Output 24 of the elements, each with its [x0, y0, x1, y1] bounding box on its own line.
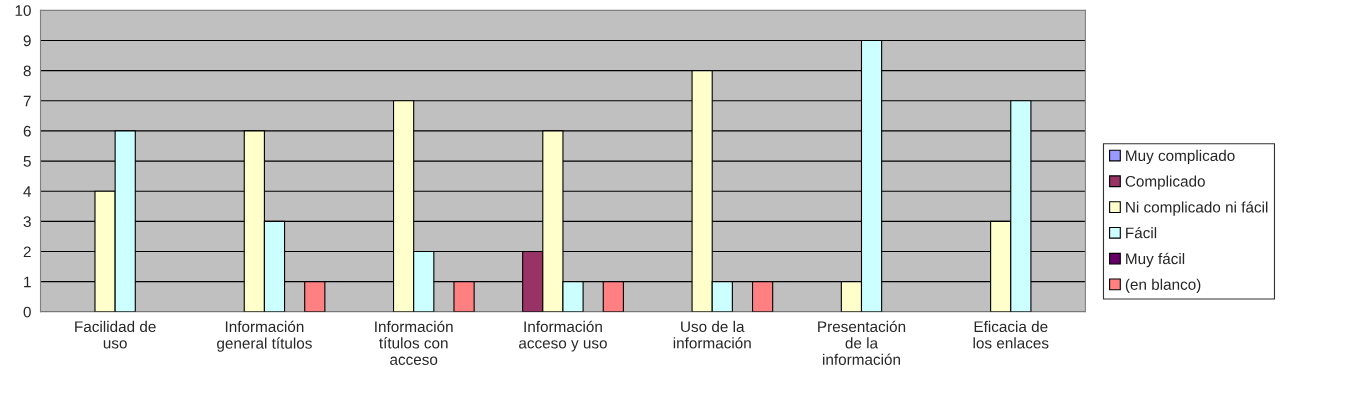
- y-tick-label: 8: [23, 65, 31, 77]
- y-tick-label: 5: [23, 156, 31, 167]
- legend-label: Muy complicado: [1126, 149, 1235, 165]
- y-tick-label: 7: [23, 95, 31, 107]
- x-tick-label: Presentación de la información: [818, 320, 906, 365]
- y-tick-label: 0: [23, 306, 31, 318]
- y-tick-label: 10: [15, 5, 31, 17]
- legend-label: Ni complicado ni fácil: [1126, 201, 1268, 216]
- y-tick-label: 6: [23, 125, 31, 137]
- legend-label: (en blanco): [1125, 278, 1201, 293]
- x-tick-label: Información general títulos: [217, 320, 312, 352]
- x-tick-label: Eficacia de los enlaces: [973, 320, 1049, 349]
- legend-label: Complicado: [1125, 175, 1205, 190]
- y-tick-label: 9: [23, 35, 31, 47]
- legend-label: Muy fácil: [1126, 252, 1185, 268]
- y-tick-label: 1: [24, 276, 31, 288]
- y-tick-label: 4: [23, 186, 32, 197]
- y-tick-label: 2: [23, 246, 31, 258]
- legend-label: Fácil: [1126, 226, 1157, 239]
- x-tick-label: Información títulos con acceso: [375, 320, 453, 365]
- x-tick-label: Uso de la información: [673, 320, 751, 349]
- x-tick-label: Información acceso y uso: [519, 320, 607, 352]
- x-tick-label: Facilidad de uso: [75, 320, 156, 349]
- y-tick-label: 3: [23, 216, 31, 228]
